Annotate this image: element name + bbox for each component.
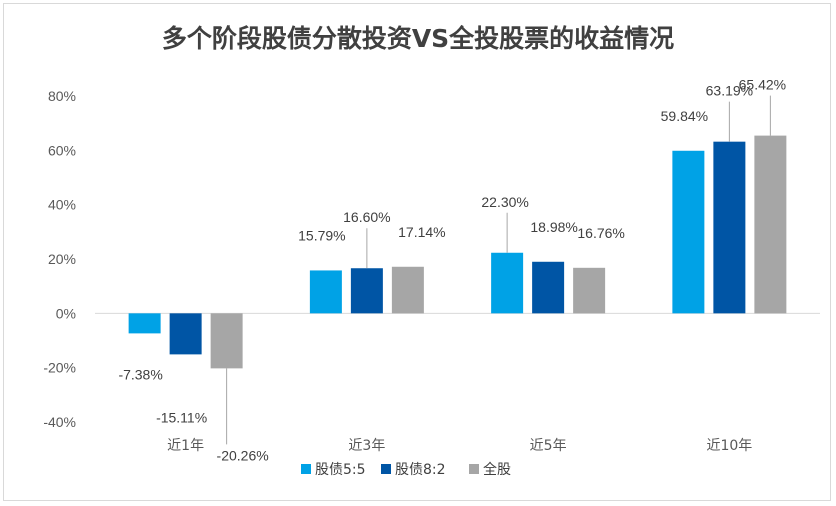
x-category-label: 近3年 xyxy=(348,438,385,454)
data-label: 16.60% xyxy=(343,209,390,225)
x-category-label: 近1年 xyxy=(167,438,204,454)
data-label: -7.38% xyxy=(118,366,162,382)
data-label: 65.42% xyxy=(739,77,786,93)
legend-label: 全股 xyxy=(483,461,511,478)
y-tick-label: -20% xyxy=(43,360,76,376)
y-tick-label: -40% xyxy=(43,414,76,430)
data-label: 59.84% xyxy=(661,108,708,124)
data-label: -20.26% xyxy=(217,447,269,463)
bar xyxy=(169,313,202,355)
data-label: 63.19% xyxy=(706,83,753,99)
y-tick-label: 40% xyxy=(48,197,76,213)
bars xyxy=(128,135,787,369)
data-label: 18.98% xyxy=(530,219,577,235)
data-label: 17.14% xyxy=(398,224,445,240)
data-label: 22.30% xyxy=(481,194,528,210)
legend-swatch xyxy=(381,464,391,474)
y-tick-label: 60% xyxy=(48,142,76,158)
bar xyxy=(391,266,424,314)
bar xyxy=(573,267,606,314)
y-axis-ticks: 80% 60% 40% 20% 0% -20% -40% xyxy=(43,88,76,430)
data-labels: -7.38% -15.11% -20.26% 15.79% 16.60% 17.14% 22… xyxy=(118,77,786,464)
label-leader-lines xyxy=(226,95,771,445)
chart-title: 多个阶段股债分散投资VS全投股票的收益情况 xyxy=(162,24,674,53)
legend-label: 股债5:5 xyxy=(315,462,366,478)
data-label: 16.76% xyxy=(577,225,624,241)
bar xyxy=(491,252,524,314)
legend-swatch xyxy=(469,464,479,474)
legend-swatch xyxy=(301,464,311,474)
data-label: -15.11% xyxy=(156,409,207,425)
x-category-label: 近10年 xyxy=(706,438,752,454)
bar xyxy=(309,270,342,314)
bar xyxy=(210,313,243,369)
bar xyxy=(672,150,705,314)
bar xyxy=(350,268,383,314)
bar xyxy=(532,261,565,314)
legend-label: 股债8:2 xyxy=(395,462,446,478)
legend: 股债5:5 股债8:2 全股 xyxy=(301,461,511,478)
y-tick-label: 0% xyxy=(56,305,76,321)
data-label: 15.79% xyxy=(298,227,345,243)
bar xyxy=(128,313,161,334)
x-category-label: 近5年 xyxy=(530,438,567,454)
bar xyxy=(713,141,746,314)
y-tick-label: 80% xyxy=(48,88,76,104)
x-axis-categories: 近1年 近3年 近5年 近10年 xyxy=(167,438,752,454)
y-tick-label: 20% xyxy=(48,251,76,267)
bar xyxy=(754,135,787,314)
